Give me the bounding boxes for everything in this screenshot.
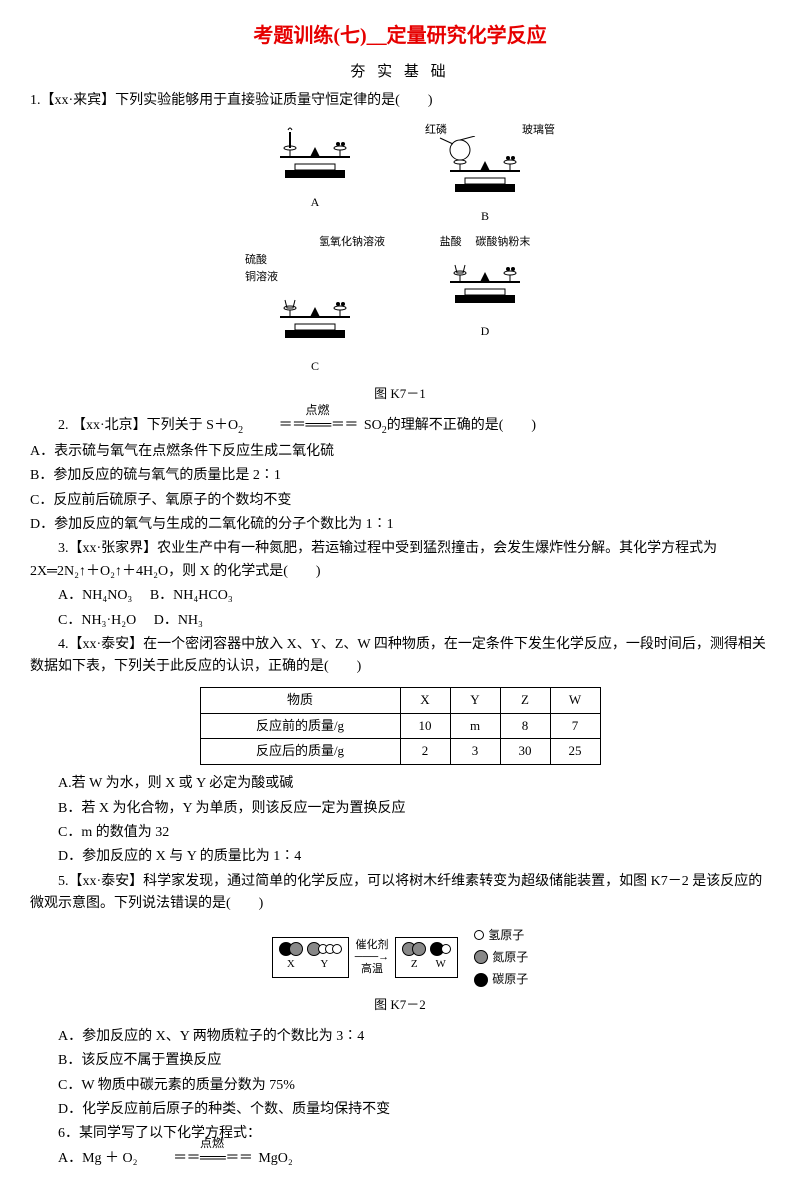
q4-opt-a: A.若 W 为水，则 X 或 Y 必定为酸或碱 (30, 773, 770, 795)
q2-opt-d: D．参加反应的氧气与生成的二氧化硫的分子个数比为 1∶1 (30, 514, 770, 536)
q4-opt-b: B．若 X 为化合物，Y 为单质，则该反应一定为置换反应 (30, 798, 770, 820)
q2-stem-c: 的理解不正确的是( ) (387, 418, 536, 433)
legend-n: 氮原子 (492, 948, 528, 967)
q3-opt-b: B．NH₄HCO₃ (150, 588, 233, 603)
cell: 7 (550, 713, 600, 739)
cell: 3 (450, 739, 500, 765)
cell: 8 (500, 713, 550, 739)
q5-opt-d: D．化学反应前后原子的种类、个数、质量均保持不变 (30, 1099, 770, 1121)
q2-stem-a: 2. 【xx·北京】下列关于 S＋O (58, 418, 238, 433)
legend-h: 氢原子 (488, 926, 524, 945)
balance-c-icon (265, 287, 365, 347)
cell: m (450, 713, 500, 739)
mol-z-label: Z (411, 956, 418, 974)
q5-stem: 5.【xx·泰安】科学家发现，通过简单的化学反应，可以将树木纤维素转变为超级储能… (30, 871, 770, 916)
cell-before-label: 反应前的质量/g (200, 713, 400, 739)
q2-opt-b: B．参加反应的硫与氧气的质量比是 2∶1 (30, 465, 770, 487)
q6-stem: 6．某同学写了以下化学方程式： (30, 1123, 770, 1145)
mol-y-label: Y (320, 956, 328, 974)
cell: 2 (400, 739, 450, 765)
fig-k7-2-caption: 图 K7－2 (30, 995, 770, 1016)
atom-legend: 氢原子 氮原子 碳原子 (474, 926, 528, 990)
th-x: X (400, 687, 450, 713)
q6-opt-a-pre: A．Mg ＋ O₂ (58, 1151, 138, 1166)
cell: 30 (500, 739, 550, 765)
annot-h2so4: 硫酸 (245, 254, 267, 266)
q3-stem: 3.【xx·张家界】农业生产中有一种氮肥，若运输过程中受到猛烈撞击，会发生爆炸性… (30, 538, 770, 583)
q1-figure: A 红磷 玻璃管 B 氢氧化钠溶液 (30, 122, 770, 405)
q3-opt-d: D．NH₃ (154, 613, 203, 628)
q6-condition: 点燃 (145, 1134, 251, 1153)
fig-a-label: A (245, 193, 385, 212)
fig-c-label: C (245, 357, 385, 376)
q6-opt-a: A．Mg ＋ O₂ 点燃 ＝ ＝ ═══ ＝ ＝ MgO₂ (30, 1148, 770, 1170)
cell-after-label: 反应后的质量/g (200, 739, 400, 765)
q2-stem-b: SO (364, 418, 382, 433)
fig-k7-1-caption: 图 K7－1 (30, 384, 770, 405)
q2-condition: 点燃 (251, 401, 357, 420)
annot-glass: 玻璃管 (522, 122, 555, 140)
th-w: W (550, 687, 600, 713)
reactant-box: X Y (272, 937, 349, 979)
table-row: 反应后的质量/g 2 3 30 25 (200, 739, 600, 765)
th-substance: 物质 (200, 687, 400, 713)
legend-c: 碳原子 (492, 970, 528, 989)
fig-b-label: B (415, 207, 555, 226)
q4-stem: 4.【xx·泰安】在一个密闭容器中放入 X、Y、Z、W 四种物质，在一定条件下发… (30, 634, 770, 679)
mol-w-label: W (435, 956, 445, 974)
annot-na2co3: 碳酸钠粉末 (475, 236, 530, 248)
q4-opt-c: C．m 的数值为 32 (30, 822, 770, 844)
annot-naoh: 氢氧化钠溶液 (245, 234, 385, 252)
q4-table: 物质 X Y Z W 反应前的质量/g 10 m 8 7 反应后的质量/g 2 … (200, 687, 601, 765)
q4-opt-d: D．参加反应的 X 与 Y 的质量比为 1∶4 (30, 846, 770, 868)
q3-opt-c: C．NH₃·H₂O (58, 613, 136, 628)
table-header-row: 物质 X Y Z W (200, 687, 600, 713)
reaction-arrow: 催化剂 ───→ 高温 (355, 939, 389, 975)
q3-opts-ab: A．NH₄NO₃ B．NH₄HCO₃ (30, 585, 770, 607)
q3-opts-cd: C．NH₃·H₂O D．NH₃ (30, 610, 770, 632)
balance-d-icon (435, 252, 535, 312)
q5-figure: X Y 催化剂 ───→ 高温 Z W 氢原子 氮原子 碳原子 (30, 926, 770, 1016)
q5-opt-b: B．该反应不属于置换反应 (30, 1050, 770, 1072)
th-y: Y (450, 687, 500, 713)
arrow-top-label: 催化剂 (355, 939, 388, 951)
q1-stem: 1.【xx·来宾】下列实验能够用于直接验证质量守恒定律的是( ) (30, 90, 770, 112)
page-title: 考题训练(七)__定量研究化学反应 (30, 20, 770, 52)
annot-cu: 铜溶液 (245, 271, 278, 283)
cell: 10 (400, 713, 450, 739)
q5-opt-c: C．W 物质中碳元素的质量分数为 75% (30, 1075, 770, 1097)
mol-x-label: X (287, 956, 295, 974)
table-row: 反应前的质量/g 10 m 8 7 (200, 713, 600, 739)
q5-opt-a: A．参加反应的 X、Y 两物质粒子的个数比为 3∶4 (30, 1026, 770, 1048)
balance-b-icon (435, 136, 535, 196)
q2-stem: 2. 【xx·北京】下列关于 S＋O2 点燃 ＝ ＝ ═══ ＝ ＝ SO2的理… (30, 415, 770, 439)
fig-d-label: D (415, 322, 555, 341)
balance-a-icon (265, 122, 365, 182)
arrow-bot-label: 高温 (361, 963, 383, 975)
q2-opt-c: C．反应前后硫原子、氧原子的个数均不变 (30, 490, 770, 512)
q6-opt-a-post: MgO₂ (258, 1151, 292, 1166)
product-box: Z W (395, 937, 458, 979)
q3-opt-a: A．NH₄NO₃ (58, 588, 132, 603)
annot-red-p: 红磷 (425, 122, 447, 140)
th-z: Z (500, 687, 550, 713)
annot-hcl: 盐酸 (440, 236, 462, 248)
q2-opt-a: A．表示硫与氧气在点燃条件下反应生成二氧化硫 (30, 441, 770, 463)
cell: 25 (550, 739, 600, 765)
section-subtitle: 夯 实 基 础 (30, 60, 770, 84)
